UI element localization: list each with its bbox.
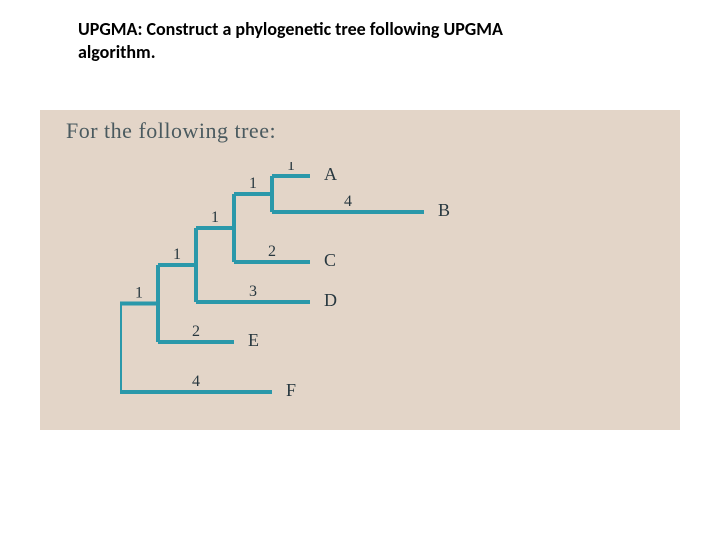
leaf-F: F	[286, 380, 296, 400]
branch-length-labels: 1 4 1 2 1 3 1 2 1 4	[135, 162, 352, 390]
len-ABCD-stem: 1	[173, 246, 181, 263]
tree-figure-panel: For the following tree: 1 4 1 2 1 3 1 2 1 4 A B CD E…	[40, 110, 680, 430]
len-D: 3	[249, 283, 257, 300]
len-ABCDE-stem: 1	[135, 285, 143, 302]
title-line-1: UPGMA: Construct a phylogenetic tree fol…	[78, 18, 638, 41]
len-ABC-stem: 1	[211, 209, 219, 226]
tree-branches	[120, 176, 424, 392]
len-A: 1	[287, 162, 295, 174]
title-line-2: algorithm.	[78, 41, 638, 64]
len-E: 2	[192, 323, 200, 340]
len-AB-stem: 1	[249, 175, 257, 192]
figure-caption: For the following tree:	[66, 118, 276, 144]
len-C: 2	[268, 243, 276, 260]
leaf-A: A	[324, 164, 337, 184]
len-F: 4	[192, 373, 200, 390]
leaf-D: D	[324, 290, 337, 310]
len-B: 4	[344, 193, 352, 210]
leaf-B: B	[438, 200, 450, 220]
leaf-E: E	[248, 330, 259, 350]
phylogenetic-tree: 1 4 1 2 1 3 1 2 1 4 A B CD E F	[120, 162, 600, 414]
slide-title: UPGMA: Construct a phylogenetic tree fol…	[78, 18, 638, 65]
leaf-C: C	[324, 250, 336, 270]
